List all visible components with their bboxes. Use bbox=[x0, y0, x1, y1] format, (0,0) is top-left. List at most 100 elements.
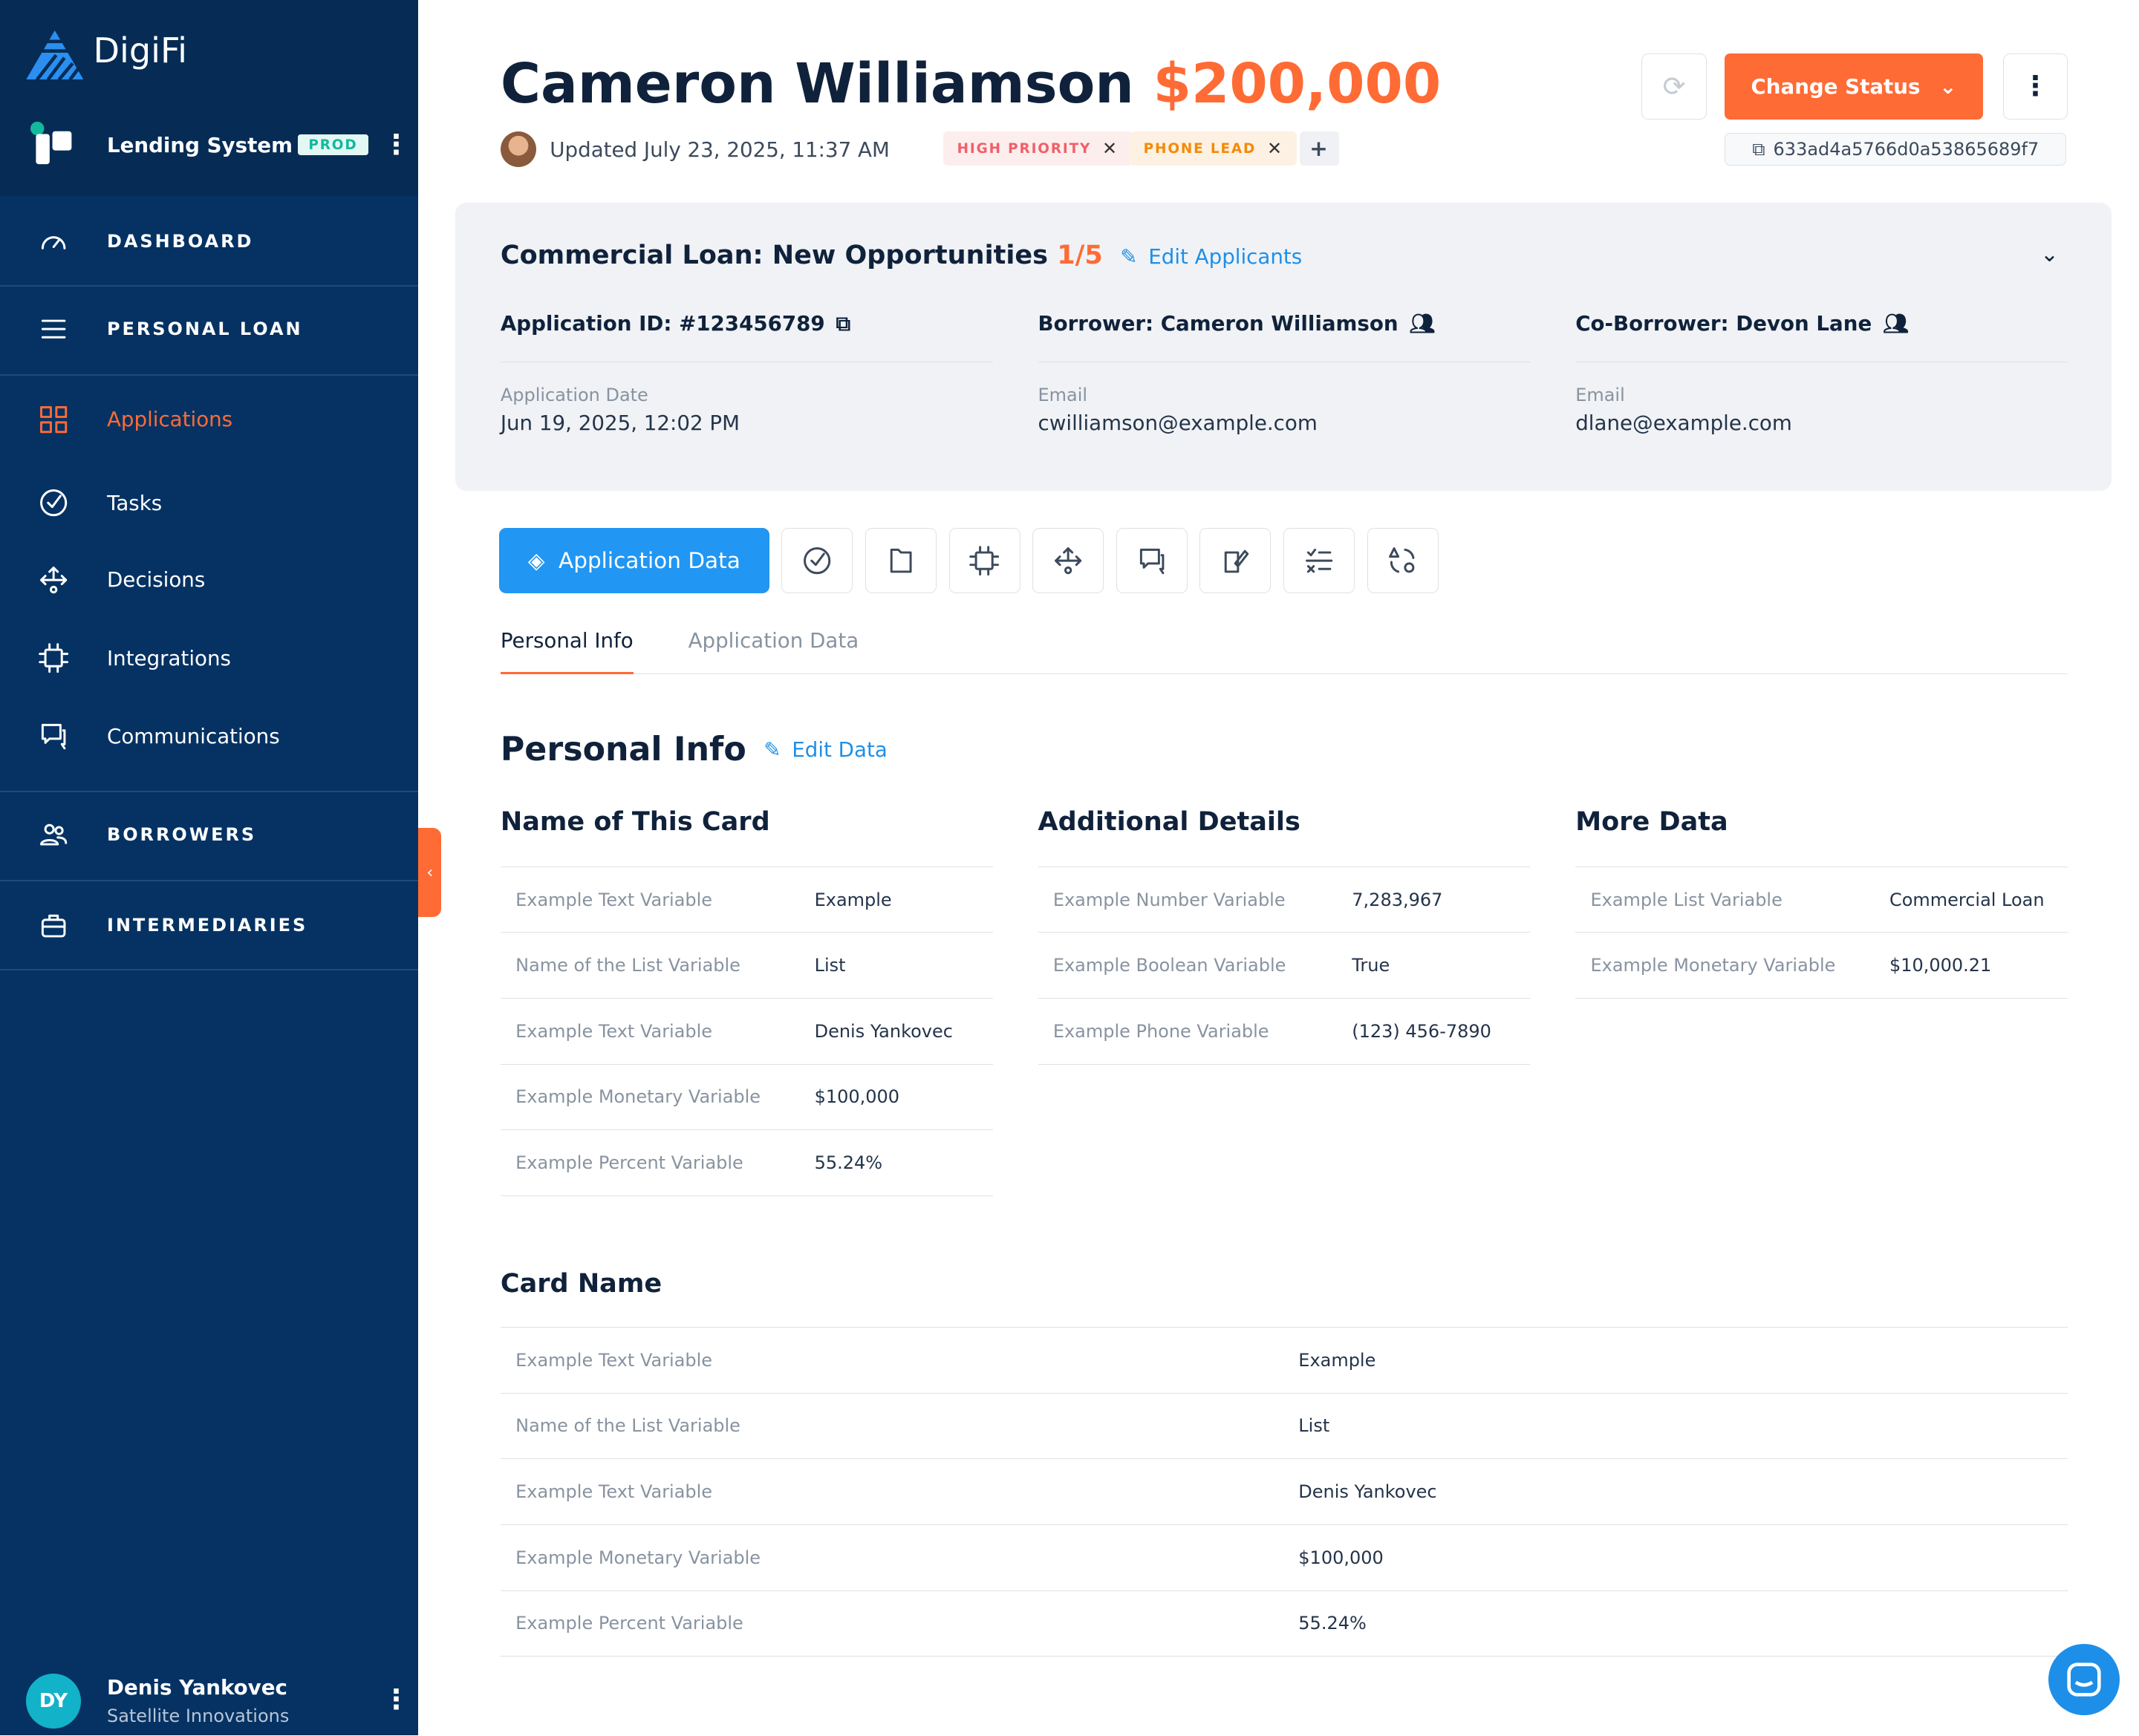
more-actions-button[interactable]: ⋮ bbox=[2003, 53, 2068, 120]
sidebar-item-applications[interactable]: Applications bbox=[0, 381, 418, 457]
applicant-name: Cameron Williamson bbox=[500, 52, 1134, 117]
card-table: Example Text Variable Example Name of the … bbox=[500, 1327, 2068, 1657]
users-icon: 👥︎ bbox=[1409, 311, 1436, 336]
updated-text: Updated July 23, 2025, 11:37 AM bbox=[550, 137, 890, 162]
coborrower-name[interactable]: Co-Borrower: Devon Lane bbox=[1575, 311, 1872, 336]
page-title: Cameron Williamson $200,000 bbox=[501, 52, 1441, 116]
table-row: Example Monetary Variable $100,000 bbox=[500, 1065, 993, 1131]
decisions-button[interactable] bbox=[1032, 527, 1104, 594]
sidebar-item-dashboard[interactable]: DASHBOARD bbox=[0, 203, 418, 279]
table-row: Example List Variable Commercial Loan bbox=[1575, 867, 2068, 933]
summary-borrower: Borrower: Cameron Williamson 👥︎ Email cwill… bbox=[1038, 304, 1531, 435]
record-id: 633ad4a5766d0a53865689f7 bbox=[1773, 139, 2039, 160]
sidebar-item-tasks[interactable]: Tasks bbox=[0, 465, 418, 541]
table-row: Example Text Variable Example bbox=[500, 867, 993, 933]
variable-value: Commercial Loan bbox=[1889, 889, 2045, 910]
chat-icon bbox=[2067, 1662, 2101, 1697]
borrower-name[interactable]: Borrower: Cameron Williamson bbox=[1038, 311, 1399, 336]
variable-value: 55.24% bbox=[1298, 1613, 1367, 1634]
tag-phone-lead: PHONE LEAD ✕ bbox=[1130, 131, 1298, 166]
variable-value: $100,000 bbox=[814, 1086, 900, 1108]
sidebar-item-decisions[interactable]: Decisions bbox=[0, 541, 418, 618]
variable-label: Name of the List Variable bbox=[515, 1415, 740, 1437]
product-title: Commercial Loan: New Opportunities 1/5 bbox=[500, 240, 1103, 271]
layers-icon: ◈ bbox=[527, 548, 545, 574]
card-table: Example Number Variable 7,283,967 Example … bbox=[1038, 866, 1531, 1065]
chat-button[interactable] bbox=[2048, 1643, 2120, 1715]
table-row: Example Boolean Variable True bbox=[1038, 933, 1531, 999]
variable-label: Name of the List Variable bbox=[515, 955, 740, 976]
sidebar-item-personal-loan[interactable]: PERSONAL LOAN bbox=[0, 290, 418, 367]
table-row: Example Phone Variable (123) 456-7890 bbox=[1038, 999, 1531, 1065]
table-row: Example Number Variable 7,283,967 bbox=[1038, 867, 1531, 933]
sidebar-item-label: Integrations bbox=[106, 645, 231, 670]
sidebar-item-integrations[interactable]: Integrations bbox=[0, 619, 418, 696]
edit-data-link[interactable]: ✎ Edit Data bbox=[764, 737, 888, 763]
tab-application-data[interactable]: Application Data bbox=[688, 627, 859, 653]
change-status-button[interactable]: Change Status ⌄ bbox=[1725, 53, 1983, 120]
divider bbox=[0, 373, 419, 376]
loan-amount: $200,000 bbox=[1153, 52, 1442, 117]
field-label: Application Date bbox=[500, 384, 648, 405]
refresh-button[interactable]: ⟳ bbox=[1641, 53, 1707, 120]
card-title: Name of This Card bbox=[500, 806, 770, 837]
collapse-card-icon[interactable]: ⌄ bbox=[2040, 241, 2059, 267]
variable-value: 55.24% bbox=[814, 1152, 883, 1173]
remove-tag-icon[interactable]: ✕ bbox=[1102, 138, 1119, 160]
add-tag-button[interactable]: + bbox=[1300, 131, 1339, 166]
variable-value: (123) 456-7890 bbox=[1352, 1020, 1491, 1042]
divider bbox=[0, 284, 419, 287]
card-table: Example List Variable Commercial Loan Exam… bbox=[1575, 866, 2068, 999]
edit-applicants-link[interactable]: ✎ Edit Applicants bbox=[1120, 244, 1303, 269]
collapse-sidebar-button[interactable]: ‹ bbox=[418, 828, 442, 918]
step-counter: 1/5 bbox=[1057, 240, 1103, 271]
variable-value: List bbox=[814, 955, 846, 976]
documents-button[interactable] bbox=[865, 527, 937, 594]
notes-icon bbox=[1224, 549, 1249, 573]
integrations-button[interactable] bbox=[948, 527, 1020, 594]
workspace-name[interactable]: Lending System bbox=[106, 133, 293, 158]
application-data-button[interactable]: ◈ Application Data bbox=[498, 527, 769, 594]
grid-icon bbox=[39, 405, 68, 433]
application-id: Application ID: #123456789 bbox=[500, 311, 825, 336]
application-summary-card bbox=[455, 203, 2112, 491]
variable-label: Example List Variable bbox=[1590, 889, 1782, 910]
sidebar-item-communications[interactable]: Communications bbox=[0, 698, 418, 774]
comments-button[interactable] bbox=[1116, 527, 1188, 594]
variable-value: True bbox=[1352, 955, 1390, 976]
remove-tag-icon[interactable]: ✕ bbox=[1267, 138, 1283, 160]
table-row: Example Percent Variable 55.24% bbox=[500, 1591, 2068, 1657]
status-history-button[interactable] bbox=[1367, 527, 1439, 594]
sidebar-item-borrowers[interactable]: BORROWERS bbox=[0, 797, 418, 873]
brand-name: DigiFi bbox=[93, 30, 187, 71]
copy-icon[interactable]: ⧉ bbox=[836, 310, 851, 336]
section-title: Personal Info bbox=[500, 730, 746, 769]
users-icon: 👥︎ bbox=[1883, 311, 1910, 336]
variable-label: Example Monetary Variable bbox=[1590, 955, 1836, 976]
card-title: Card Name bbox=[500, 1267, 662, 1299]
rules-icon bbox=[1305, 548, 1333, 573]
card-title: Additional Details bbox=[1038, 806, 1300, 837]
users-icon bbox=[39, 823, 68, 846]
user-avatar[interactable]: DY bbox=[26, 1674, 81, 1729]
tasks-button[interactable] bbox=[781, 527, 853, 594]
check-circle-icon bbox=[39, 489, 68, 517]
workspace-menu-icon[interactable]: ⋮ bbox=[382, 128, 410, 161]
variable-label: Example Text Variable bbox=[515, 1349, 713, 1371]
copy-id-button[interactable]: ⧉ 633ad4a5766d0a53865689f7 bbox=[1725, 133, 2067, 166]
user-company: Satellite Innovations bbox=[106, 1705, 290, 1726]
tab-personal-info[interactable]: Personal Info bbox=[500, 628, 634, 675]
integrations-icon bbox=[969, 546, 1000, 576]
chip-icon bbox=[39, 643, 68, 673]
sidebar-item-label: Communications bbox=[106, 723, 280, 748]
sidebar-item-intermediaries[interactable]: INTERMEDIARIES bbox=[0, 887, 418, 963]
sidebar-item-label: INTERMEDIARIES bbox=[106, 915, 308, 936]
notes-button[interactable] bbox=[1199, 527, 1272, 594]
card-title: More Data bbox=[1575, 806, 1728, 837]
data-card: Name of This Card Example Text Variable Ex… bbox=[500, 806, 993, 1196]
user-menu-icon[interactable]: ⋮ bbox=[382, 1683, 410, 1715]
sidebar-item-label: Decisions bbox=[106, 567, 206, 593]
rules-button[interactable] bbox=[1283, 527, 1355, 594]
tag-label: HIGH PRIORITY bbox=[957, 140, 1092, 157]
field-value: dlane@example.com bbox=[1575, 411, 1792, 436]
